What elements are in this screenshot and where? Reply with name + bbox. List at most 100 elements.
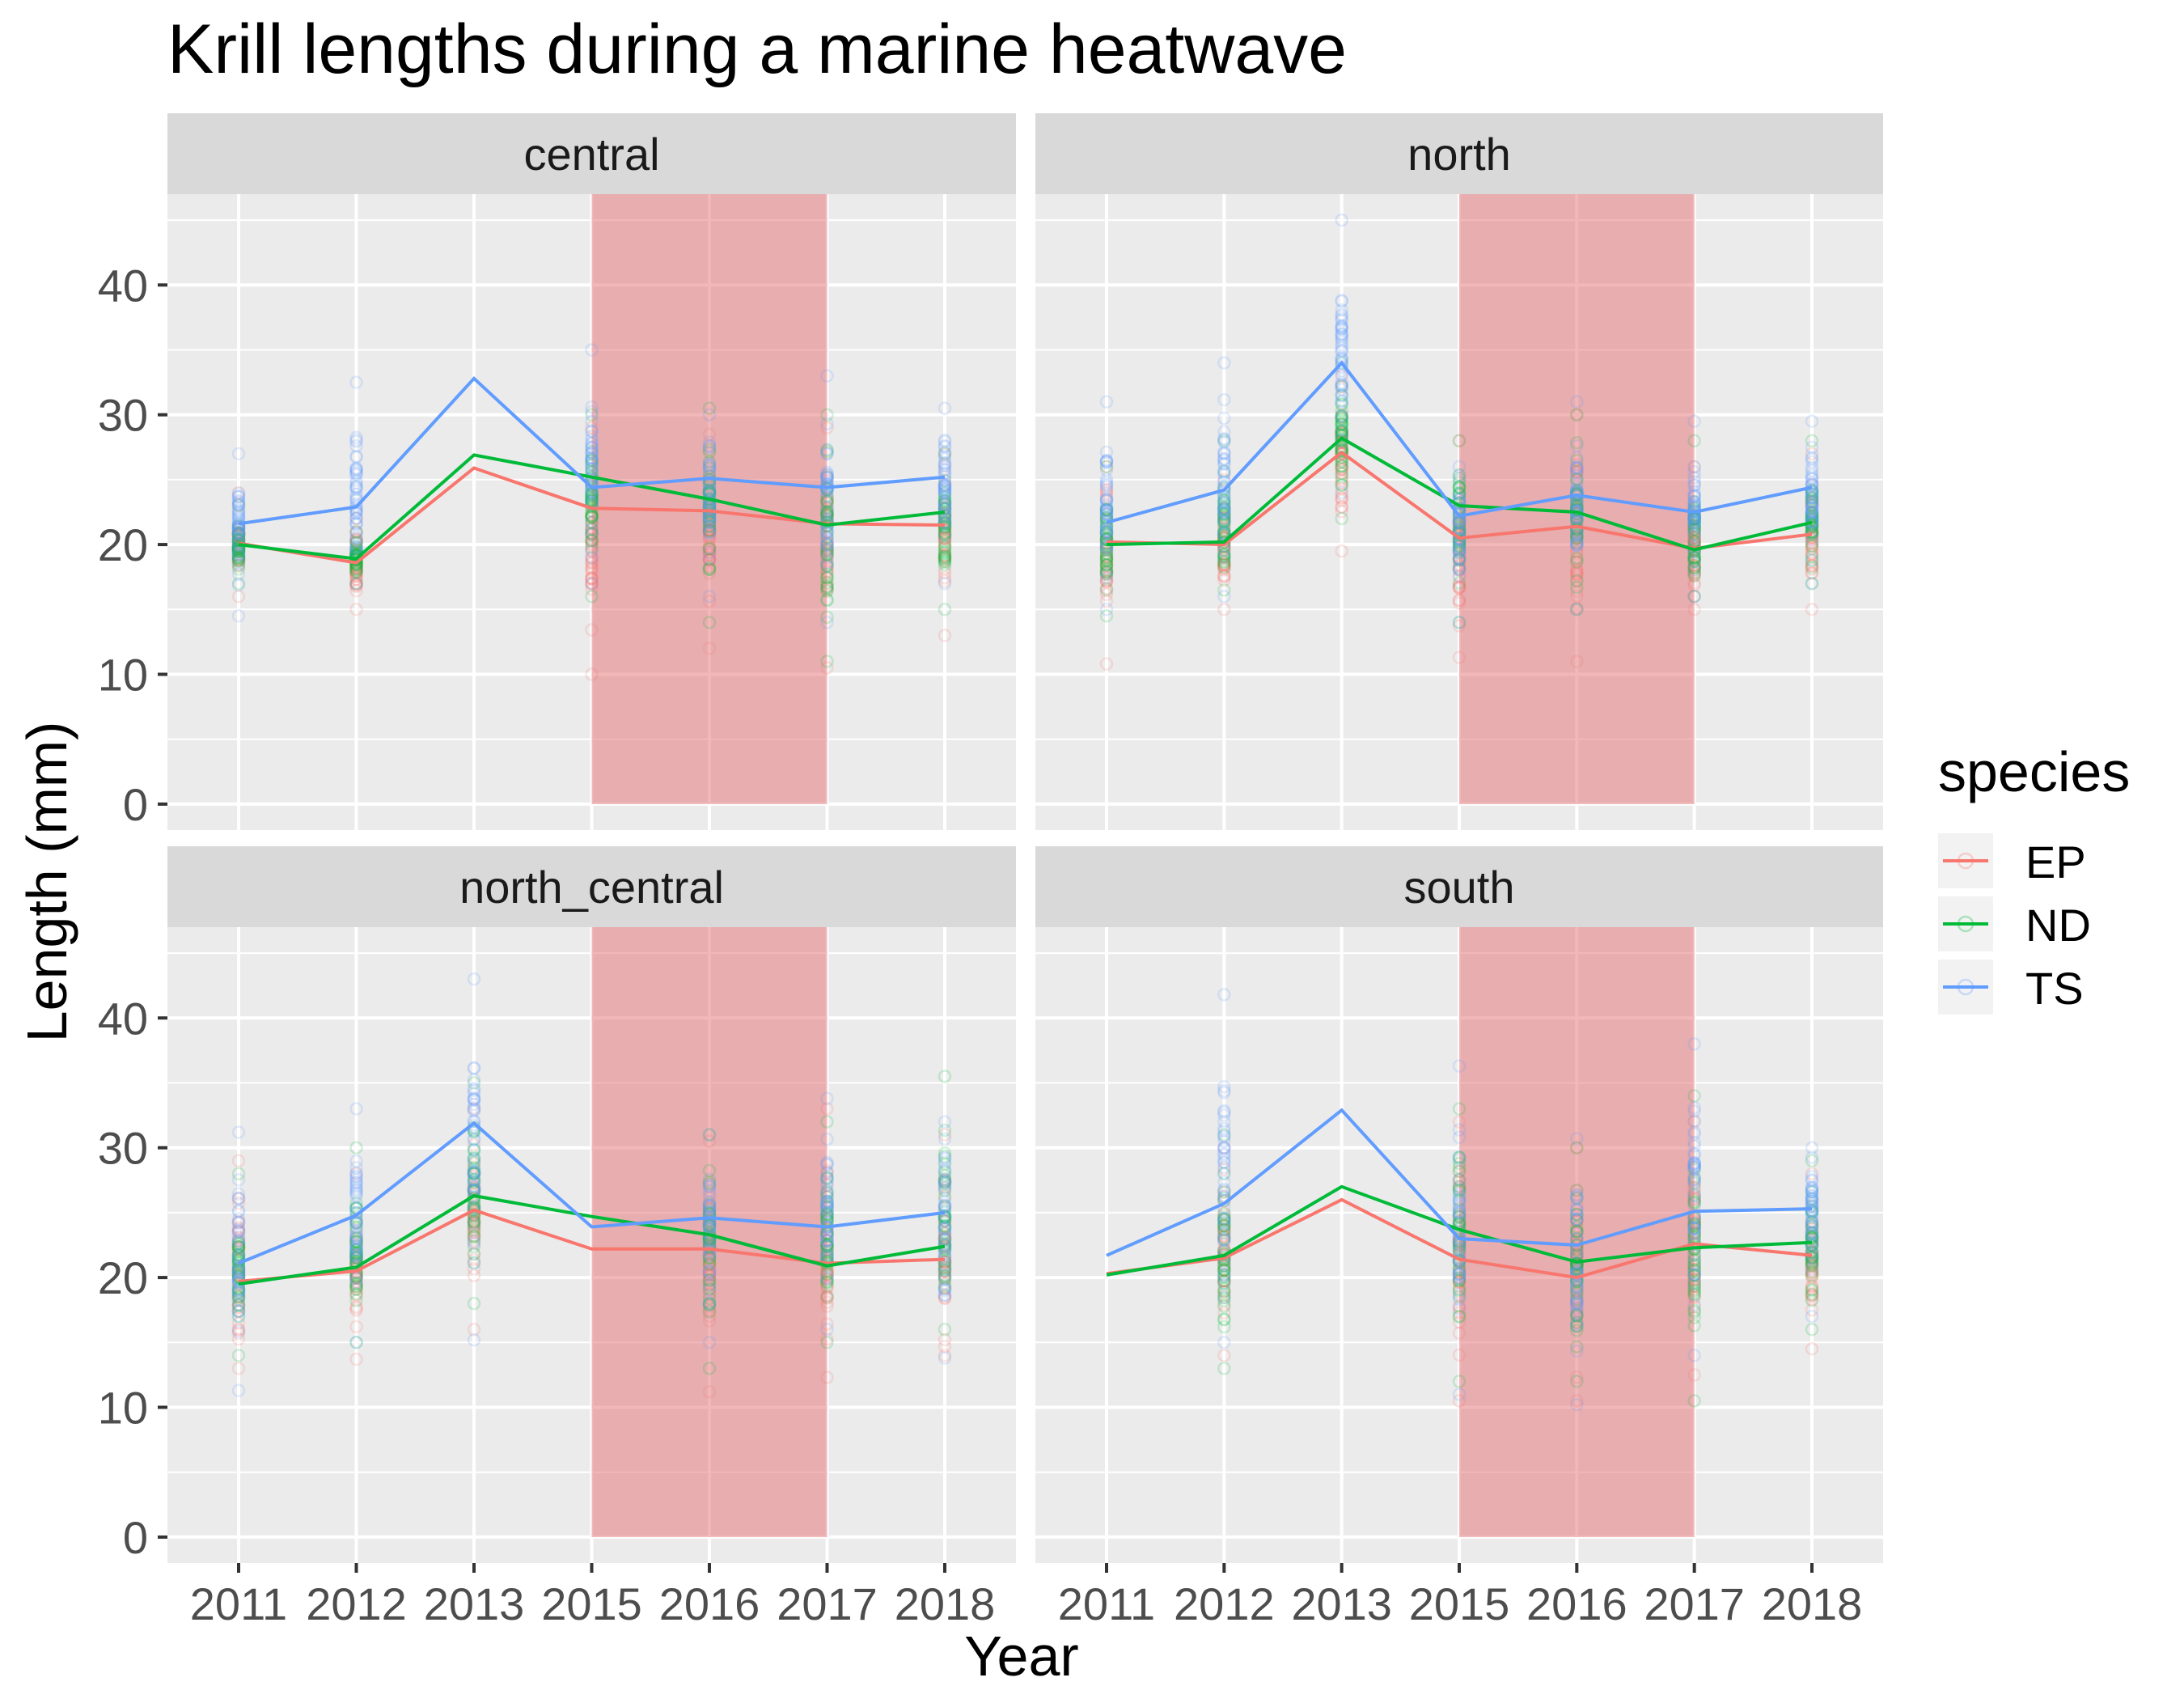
data-point	[938, 459, 952, 473]
data-point	[1217, 411, 1231, 426]
data-point	[349, 465, 363, 480]
data-point	[820, 482, 834, 496]
data-point	[585, 444, 599, 459]
data-point	[702, 513, 717, 527]
data-point	[231, 526, 246, 540]
data-point	[820, 408, 834, 422]
data-point	[1099, 507, 1114, 521]
data-point	[938, 538, 952, 552]
data-point	[585, 451, 599, 465]
data-point	[1099, 503, 1114, 517]
data-point	[1217, 557, 1231, 571]
data-point	[1099, 490, 1114, 504]
data-point	[820, 570, 834, 585]
data-point	[1099, 502, 1114, 516]
data-point	[1217, 435, 1231, 449]
data-point	[349, 570, 363, 583]
data-point	[938, 479, 952, 494]
data-point	[349, 482, 363, 497]
data-point	[585, 430, 599, 443]
data-point	[1217, 524, 1231, 539]
data-point	[938, 489, 952, 504]
data-point	[938, 554, 952, 569]
data-point	[938, 502, 952, 515]
data-point	[585, 561, 599, 575]
panel-strip-label: south	[1404, 862, 1515, 913]
data-point	[585, 538, 599, 552]
data-point	[1099, 503, 1114, 518]
x-tick-label: 2012	[1174, 1578, 1275, 1629]
data-point	[702, 408, 717, 422]
data-point	[1217, 494, 1231, 508]
data-point	[1335, 544, 1348, 558]
data-point	[231, 542, 246, 556]
data-point	[1335, 414, 1348, 428]
data-point	[585, 462, 599, 477]
data-point	[702, 553, 717, 566]
data-point	[585, 483, 599, 498]
data-point	[1335, 454, 1348, 468]
data-point	[231, 527, 246, 542]
data-point	[1217, 603, 1231, 616]
data-point	[1335, 394, 1348, 409]
data-point	[349, 430, 363, 444]
data-point	[585, 570, 599, 585]
data-point	[1335, 429, 1348, 443]
data-point	[1099, 511, 1114, 525]
data-point	[1099, 565, 1114, 578]
data-point	[1099, 525, 1114, 539]
data-point	[585, 576, 599, 591]
data-point	[1452, 520, 1467, 534]
data-point	[1099, 460, 1114, 474]
data-point	[702, 548, 717, 562]
data-point	[702, 455, 717, 469]
data-point	[820, 447, 834, 460]
data-point	[231, 534, 246, 548]
data-point	[585, 532, 599, 546]
data-point	[1099, 574, 1114, 588]
data-point	[820, 493, 834, 507]
data-point	[820, 483, 834, 497]
data-point	[231, 549, 246, 563]
data-point	[702, 501, 717, 515]
data-point	[702, 527, 717, 541]
x-tick-label: 2012	[306, 1578, 407, 1629]
data-point	[702, 642, 717, 655]
data-point	[702, 540, 717, 554]
data-point	[1335, 410, 1348, 425]
data-point	[702, 525, 717, 540]
data-point	[585, 440, 599, 454]
data-point	[1335, 379, 1348, 393]
data-point	[1099, 557, 1114, 572]
data-point	[1335, 459, 1348, 473]
data-point	[1217, 560, 1231, 574]
data-point	[820, 616, 834, 629]
data-point	[1099, 507, 1114, 521]
data-point	[1335, 320, 1348, 335]
data-point	[585, 510, 599, 524]
data-point	[820, 445, 834, 459]
data-point	[1217, 521, 1231, 536]
data-point	[1335, 446, 1348, 460]
data-point	[1099, 507, 1114, 522]
data-point	[231, 520, 246, 535]
data-point	[585, 437, 599, 451]
data-point	[938, 494, 952, 507]
data-point	[702, 523, 717, 537]
data-point	[938, 502, 952, 515]
data-point	[231, 535, 246, 549]
data-point	[1335, 330, 1348, 345]
data-point	[1217, 507, 1231, 522]
data-point	[585, 433, 599, 447]
data-point	[585, 544, 599, 558]
data-point	[231, 527, 246, 542]
data-point	[231, 550, 246, 565]
heatwave-band	[1459, 194, 1695, 804]
data-point	[702, 517, 717, 531]
data-point	[938, 561, 952, 576]
data-point	[1335, 469, 1348, 484]
data-point	[1335, 404, 1348, 418]
data-point	[585, 515, 599, 529]
data-point	[231, 506, 246, 520]
data-point	[1335, 417, 1348, 432]
